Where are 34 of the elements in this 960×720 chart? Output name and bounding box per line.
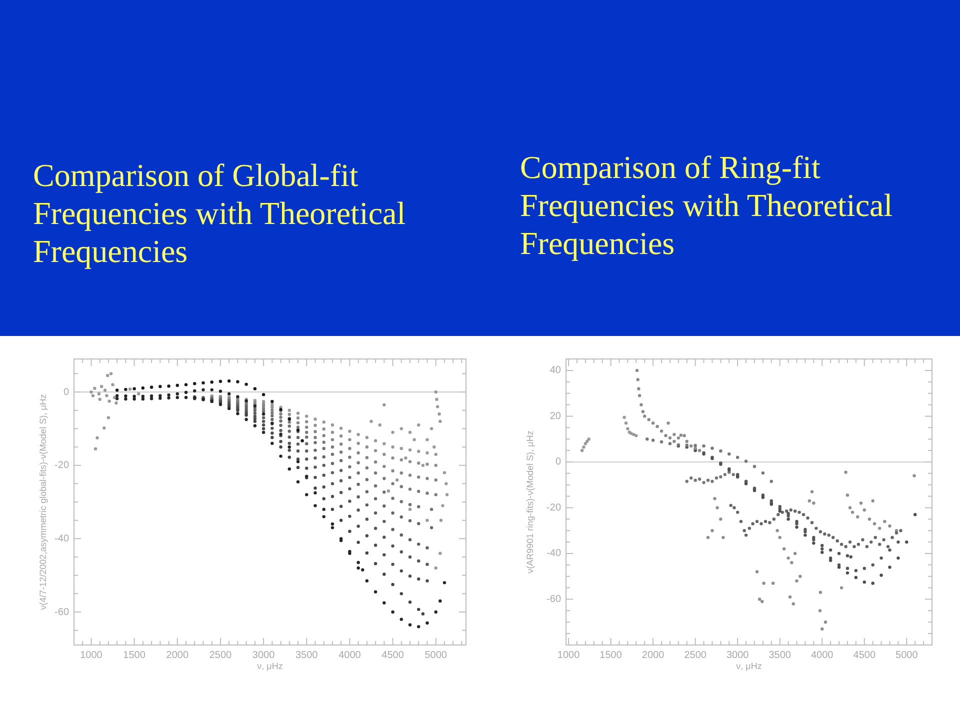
x-tick-label: 2500 xyxy=(209,650,232,661)
y-tick-label: -40 xyxy=(54,533,70,544)
x-tick-label: 2000 xyxy=(166,650,189,661)
y-tick-label: 40 xyxy=(550,365,562,376)
chart-title: Comparison of Ring-fit Frequencies with Theoretical Frequencies xyxy=(520,148,894,262)
y-axis-title: ν(AR9901 ring-fits)-ν(Model S), μHz xyxy=(524,430,535,574)
x-tick-label: 4000 xyxy=(338,650,362,661)
x-tick-label: 3000 xyxy=(252,650,276,661)
y-tick-label: -60 xyxy=(54,606,70,618)
y-tick-label: -40 xyxy=(546,548,562,560)
y-tick-label: -60 xyxy=(546,594,562,605)
x-tick-label: 5000 xyxy=(424,650,448,661)
x-tick-label: 1000 xyxy=(557,650,580,661)
y-tick-label: -20 xyxy=(54,460,70,472)
x-tick-label: 5000 xyxy=(896,650,918,661)
x-axis-title: ν, μHz xyxy=(257,661,284,672)
x-axis-title: ν, μHz xyxy=(736,661,762,672)
y-axis-title: ν(4/7-12/2002,asymmetric global-fits)-ν(Model S), μHz xyxy=(38,394,48,610)
y-tick-label: 0 xyxy=(63,386,70,398)
x-tick-label: 4500 xyxy=(382,650,404,661)
x-tick-label: 1500 xyxy=(600,650,622,661)
x-tick-label: 1000 xyxy=(80,650,103,661)
x-tick-label: 1500 xyxy=(123,650,146,661)
x-tick-label: 3000 xyxy=(726,650,750,661)
x-tick-label: 4500 xyxy=(853,650,876,661)
y-tick-label: -20 xyxy=(546,502,562,514)
chart-title: Comparison of Global-fit Frequencies with Theoretical Frequencies xyxy=(33,156,407,270)
x-tick-label: 2500 xyxy=(684,650,707,661)
x-tick-label: 3500 xyxy=(295,650,318,661)
y-tick-label: 0 xyxy=(555,456,562,468)
x-tick-label: 2000 xyxy=(642,650,665,661)
y-tick-label: 20 xyxy=(550,410,562,422)
x-tick-label: 3500 xyxy=(768,650,792,661)
x-tick-label: 4000 xyxy=(810,650,834,661)
